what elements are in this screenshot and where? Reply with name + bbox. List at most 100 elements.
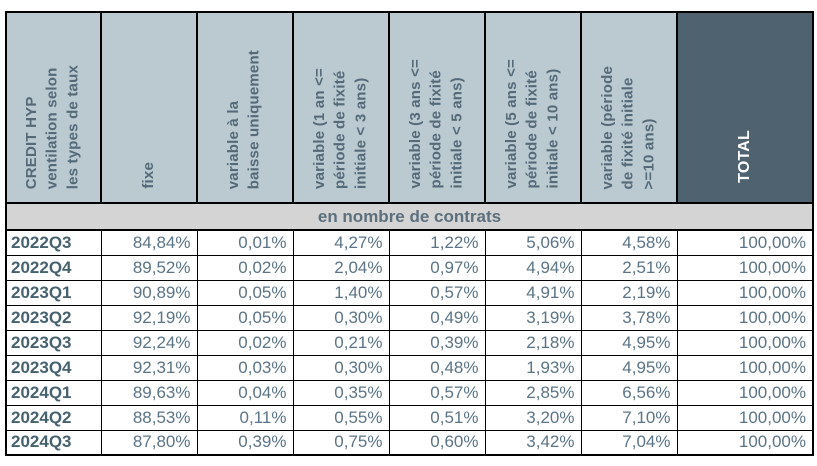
value-cell: 90,89% <box>100 279 198 306</box>
column-header-label: variable (5 ans <= période de fixité ini… <box>502 59 562 189</box>
value-cell: 4,94% <box>484 254 582 281</box>
value-cell: 0,35% <box>292 379 390 406</box>
value-cell: 0,05% <box>196 304 294 331</box>
table-row-2023q1: 2023Q1 90,89% 0,05% 1,40% 0,57% 4,91% 2,… <box>5 279 814 306</box>
value-cell: 1,22% <box>388 229 486 256</box>
value-cell: 0,03% <box>196 354 294 381</box>
column-header-label: variable à la baisse uniquement <box>225 49 263 189</box>
value-cell: 0,49% <box>388 304 486 331</box>
total-value-cell: 100,00% <box>676 379 814 406</box>
quarter-cell: 2023Q3 <box>5 329 102 356</box>
quarter-cell: 2024Q1 <box>5 379 102 406</box>
value-cell: 4,27% <box>292 229 390 256</box>
value-cell: 0,02% <box>196 254 294 281</box>
value-cell: 0,39% <box>196 429 294 456</box>
total-value-cell: 100,00% <box>676 229 814 256</box>
quarter-cell: 2022Q3 <box>5 229 102 256</box>
value-cell: 92,24% <box>100 329 198 356</box>
quarter-cell: 2024Q3 <box>5 429 102 456</box>
total-value-cell: 100,00% <box>676 279 814 306</box>
value-cell: 3,42% <box>484 429 582 456</box>
header-row: CREDIT HYP ventilation selon les types d… <box>5 11 814 204</box>
total-value-cell: 100,00% <box>676 354 814 381</box>
value-cell: 0,60% <box>388 429 486 456</box>
value-cell: 3,78% <box>580 304 678 331</box>
value-cell: 5,06% <box>484 229 582 256</box>
value-cell: 2,19% <box>580 279 678 306</box>
column-header-variable-10-plus-ans: variable (période de fixité initiale >=1… <box>580 11 678 204</box>
value-cell: 88,53% <box>100 404 198 431</box>
value-cell: 0,55% <box>292 404 390 431</box>
value-cell: 84,84% <box>100 229 198 256</box>
value-cell: 4,95% <box>580 354 678 381</box>
quarter-cell: 2023Q1 <box>5 279 102 306</box>
value-cell: 7,10% <box>580 404 678 431</box>
value-cell: 0,05% <box>196 279 294 306</box>
value-cell: 7,04% <box>580 429 678 456</box>
corner-header: CREDIT HYP ventilation selon les types d… <box>5 11 102 204</box>
total-value-cell: 100,00% <box>676 304 814 331</box>
corner-header-label: CREDIT HYP ventilation selon les types d… <box>23 64 82 189</box>
total-value-cell: 100,00% <box>676 429 814 456</box>
credit-hyp-rate-type-table: CREDIT HYP ventilation selon les types d… <box>5 11 814 456</box>
value-cell: 0,30% <box>292 304 390 331</box>
value-cell: 92,19% <box>100 304 198 331</box>
table-row-2024q1: 2024Q1 89,63% 0,04% 0,35% 0,57% 2,85% 6,… <box>5 379 814 406</box>
value-cell: 0,51% <box>388 404 486 431</box>
column-header-variable-1-3-ans: variable (1 an <= période de fixité init… <box>292 11 390 204</box>
table-row-2023q4: 2023Q4 92,31% 0,03% 0,30% 0,48% 1,93% 4,… <box>5 354 814 381</box>
value-cell: 0,11% <box>196 404 294 431</box>
value-cell: 92,31% <box>100 354 198 381</box>
value-cell: 2,51% <box>580 254 678 281</box>
value-cell: 0,57% <box>388 379 486 406</box>
value-cell: 0,39% <box>388 329 486 356</box>
column-header-label: fixe <box>139 162 157 189</box>
value-cell: 0,21% <box>292 329 390 356</box>
column-header-fixe: fixe <box>100 11 198 204</box>
value-cell: 0,04% <box>196 379 294 406</box>
column-header-variable-baisse: variable à la baisse uniquement <box>196 11 294 204</box>
table-row-2022q3: 2022Q3 84,84% 0,01% 4,27% 1,22% 5,06% 4,… <box>5 229 814 256</box>
quarter-cell: 2022Q4 <box>5 254 102 281</box>
value-cell: 4,95% <box>580 329 678 356</box>
value-cell: 0,75% <box>292 429 390 456</box>
value-cell: 0,48% <box>388 354 486 381</box>
value-cell: 1,40% <box>292 279 390 306</box>
total-header-label: TOTAL <box>735 130 753 183</box>
value-cell: 2,18% <box>484 329 582 356</box>
subheader-row: en nombre de contrats <box>5 202 814 231</box>
value-cell: 2,04% <box>292 254 390 281</box>
value-cell: 0,97% <box>388 254 486 281</box>
value-cell: 4,58% <box>580 229 678 256</box>
column-header-label: variable (3 ans <= période de fixité ini… <box>406 59 466 189</box>
table-row-2022q4: 2022Q4 89,52% 0,02% 2,04% 0,97% 4,94% 2,… <box>5 254 814 281</box>
value-cell: 2,85% <box>484 379 582 406</box>
total-value-cell: 100,00% <box>676 404 814 431</box>
subheader-label: en nombre de contrats <box>5 202 814 231</box>
value-cell: 89,63% <box>100 379 198 406</box>
table-row-2023q2: 2023Q2 92,19% 0,05% 0,30% 0,49% 3,19% 3,… <box>5 304 814 331</box>
value-cell: 1,93% <box>484 354 582 381</box>
column-header-variable-3-5-ans: variable (3 ans <= période de fixité ini… <box>388 11 486 204</box>
column-header-total: TOTAL <box>676 11 814 204</box>
column-header-label: variable (période de fixité initiale >=1… <box>598 65 658 189</box>
value-cell: 0,02% <box>196 329 294 356</box>
quarter-cell: 2023Q2 <box>5 304 102 331</box>
value-cell: 3,19% <box>484 304 582 331</box>
value-cell: 0,57% <box>388 279 486 306</box>
value-cell: 89,52% <box>100 254 198 281</box>
value-cell: 0,01% <box>196 229 294 256</box>
column-header-variable-5-10-ans: variable (5 ans <= période de fixité ini… <box>484 11 582 204</box>
column-header-label: variable (1 an <= période de fixité init… <box>310 68 370 189</box>
value-cell: 6,56% <box>580 379 678 406</box>
table-row-2024q3: 2024Q3 87,80% 0,39% 0,75% 0,60% 3,42% 7,… <box>5 429 814 456</box>
value-cell: 0,30% <box>292 354 390 381</box>
quarter-cell: 2023Q4 <box>5 354 102 381</box>
total-value-cell: 100,00% <box>676 254 814 281</box>
table-row-2024q2: 2024Q2 88,53% 0,11% 0,55% 0,51% 3,20% 7,… <box>5 404 814 431</box>
value-cell: 4,91% <box>484 279 582 306</box>
value-cell: 87,80% <box>100 429 198 456</box>
quarter-cell: 2024Q2 <box>5 404 102 431</box>
table-row-2023q3: 2023Q3 92,24% 0,02% 0,21% 0,39% 2,18% 4,… <box>5 329 814 356</box>
